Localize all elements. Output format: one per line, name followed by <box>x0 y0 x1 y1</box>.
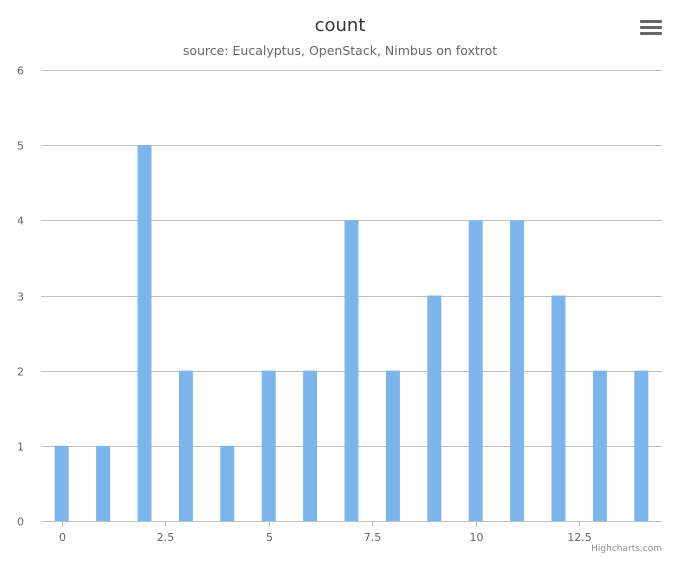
bar <box>96 445 111 521</box>
y-tick-label: 3 <box>17 291 24 304</box>
chart-subtitle: source: Eucalyptus, OpenStack, Nimbus on… <box>182 43 498 58</box>
menu-line-icon <box>640 32 662 35</box>
bar <box>592 370 607 521</box>
y-tick-label: 5 <box>17 140 24 153</box>
x-tick-label: 2.5 <box>157 531 175 544</box>
x-tick-label: 5 <box>266 531 273 544</box>
bar <box>551 295 566 521</box>
x-tick-label: 12.5 <box>567 531 592 544</box>
y-tick-label: 1 <box>17 441 24 454</box>
axis-layer: 0 1 2 3 4 5 6 0 2.5 5 7.5 10 12.5 <box>17 65 662 544</box>
bar <box>427 295 442 521</box>
bar <box>261 370 276 521</box>
bar <box>634 370 649 521</box>
bar <box>468 220 483 522</box>
bar <box>510 220 525 522</box>
y-tick-label: 6 <box>17 65 24 78</box>
y-tick-label: 2 <box>17 366 24 379</box>
bar-layer <box>54 145 649 522</box>
bar <box>178 370 193 521</box>
credits-link[interactable]: Highcharts.com <box>591 544 662 554</box>
bar <box>344 220 359 522</box>
y-tick-label: 4 <box>17 215 24 228</box>
bar <box>54 445 69 521</box>
bar <box>385 370 400 521</box>
hamburger-menu-icon[interactable] <box>640 20 662 40</box>
y-tick-label: 0 <box>17 516 24 529</box>
menu-line-icon <box>640 26 662 29</box>
bar <box>137 145 152 521</box>
x-tick-label: 7.5 <box>364 531 382 544</box>
chart-title: count <box>314 15 366 36</box>
menu-line-icon <box>640 20 662 23</box>
x-tick-label: 10 <box>470 531 484 544</box>
x-tick-label: 0 <box>59 531 66 544</box>
bar <box>303 370 318 521</box>
bar <box>220 445 235 521</box>
